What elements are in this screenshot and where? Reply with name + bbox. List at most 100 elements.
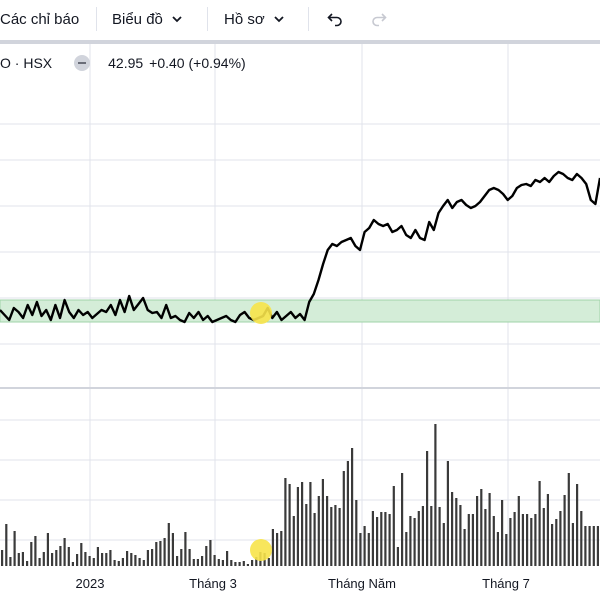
event-marker	[250, 539, 272, 561]
volume-bar	[192, 559, 195, 566]
volume-bar	[5, 524, 8, 566]
collapse-icon[interactable]	[74, 55, 91, 71]
volume-bar	[201, 556, 204, 566]
volume-bar	[421, 506, 424, 566]
volume-bar	[563, 495, 566, 566]
volume-bar	[517, 496, 520, 566]
volume-bar	[46, 533, 49, 566]
volume-bar	[196, 559, 199, 566]
volume-bar	[376, 517, 379, 566]
volume-bar	[555, 519, 558, 566]
volume-bar	[463, 529, 466, 566]
volume-bar	[221, 560, 224, 566]
volume-bar	[346, 461, 349, 566]
volume-bar	[180, 549, 183, 566]
volume-bar	[367, 533, 370, 566]
undo-icon	[327, 13, 342, 27]
profile-label: Hồ sơ	[224, 10, 265, 28]
volume-bar	[159, 541, 162, 566]
volume-bar	[446, 461, 449, 566]
volume-bar	[163, 538, 166, 566]
volume-bar	[363, 526, 366, 566]
x-axis-label: Tháng Năm	[328, 576, 396, 591]
volume-bar	[592, 526, 595, 566]
volume-bar	[134, 555, 137, 566]
toolbar: Các chỉ báo Biểu đồ Hồ sơ	[0, 0, 600, 40]
volume-bar	[117, 561, 120, 566]
volume-bar	[471, 514, 474, 566]
toolbar-divider	[96, 7, 97, 31]
volume-bar	[401, 473, 404, 566]
volume-bar	[384, 512, 387, 566]
profile-button[interactable]: Hồ sơ	[224, 0, 285, 38]
volume-bar	[459, 505, 462, 566]
volume-bar	[538, 481, 541, 566]
volume-bar	[101, 553, 104, 566]
volume-bar	[546, 494, 549, 566]
volume-bar	[326, 496, 329, 566]
volume-bar	[505, 534, 508, 566]
volume-bar	[567, 473, 570, 566]
volume-bar	[442, 523, 445, 566]
volume-bar	[280, 531, 283, 566]
volume-bar	[121, 558, 124, 566]
volume-bar	[551, 524, 554, 566]
volume-bar	[380, 512, 383, 566]
volume-bar	[284, 478, 287, 566]
volume-bar	[226, 551, 229, 566]
volume-bar	[288, 484, 291, 566]
volume-bar	[321, 479, 324, 566]
toolbar-divider	[308, 7, 309, 31]
volume-bar	[296, 487, 299, 566]
volume-bar	[513, 512, 516, 566]
volume-bar	[67, 547, 70, 566]
volume-bar	[492, 516, 495, 566]
volume-bar	[105, 553, 108, 566]
volume-bar	[184, 532, 187, 566]
volume-bar	[530, 518, 533, 566]
volume-bar	[580, 511, 583, 566]
volume-bar	[176, 556, 179, 566]
redo-button[interactable]	[370, 0, 388, 38]
toolbar-divider	[207, 7, 208, 31]
volume-bar	[396, 547, 399, 566]
volume-bar	[267, 558, 270, 566]
volume-bar	[526, 514, 529, 566]
volume-bar	[21, 552, 24, 566]
volume-bar	[9, 557, 12, 566]
volume-bar	[205, 546, 208, 566]
volume-bar	[92, 558, 95, 566]
volume-bar	[509, 518, 512, 566]
volume-bar	[242, 561, 245, 566]
volume-bar	[146, 550, 149, 566]
volume-bar	[234, 562, 237, 566]
redo-icon	[372, 13, 387, 27]
volume-bar	[246, 564, 249, 566]
volume-bar	[71, 562, 74, 566]
volume-bar	[388, 514, 391, 566]
volume-bar	[238, 562, 241, 566]
support-band	[0, 299, 600, 323]
volume-bar	[167, 523, 170, 566]
chart-type-button[interactable]: Biểu đồ	[112, 0, 183, 38]
chart-area[interactable]: 2023 Tháng 3 Tháng Năm Tháng 7	[0, 44, 600, 600]
x-axis-label: 2023	[76, 576, 105, 591]
volume-bar	[17, 553, 20, 566]
undo-button[interactable]	[326, 0, 344, 38]
volume-bar	[80, 543, 83, 566]
volume-bar	[126, 551, 129, 566]
volume-bar	[434, 424, 437, 566]
volume-bar	[542, 508, 545, 566]
volume-bar	[217, 559, 220, 566]
volume-bar	[255, 557, 258, 566]
last-price: 42.95	[108, 55, 144, 71]
price-change: +0.40 (+0.94%)	[149, 55, 246, 71]
volume-bar	[451, 492, 454, 566]
volume-bar	[151, 549, 154, 566]
volume-bar	[171, 533, 174, 566]
volume-bar	[334, 505, 337, 566]
volume-bar	[559, 511, 562, 566]
volume-bar	[588, 526, 591, 566]
indicators-button[interactable]: Các chỉ báo	[0, 0, 79, 38]
volume-bar	[113, 560, 116, 566]
